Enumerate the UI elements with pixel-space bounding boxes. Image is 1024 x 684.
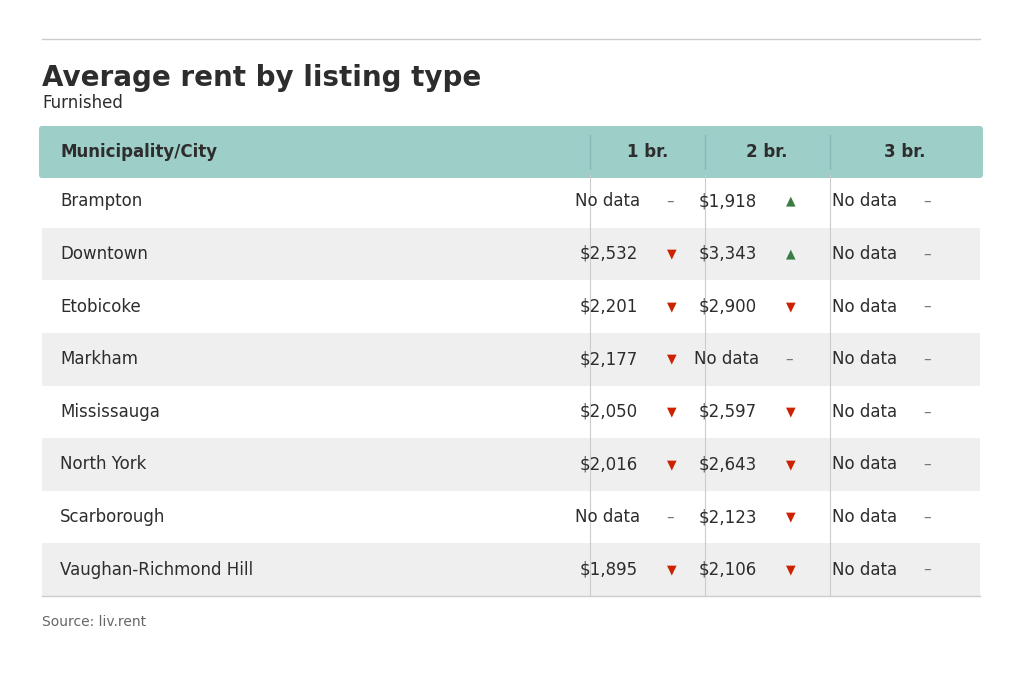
Bar bbox=[42, 543, 980, 596]
Text: No data: No data bbox=[831, 192, 897, 210]
Text: ▼: ▼ bbox=[668, 353, 677, 366]
Text: No data: No data bbox=[694, 350, 759, 368]
Text: ▼: ▼ bbox=[786, 510, 796, 523]
Bar bbox=[42, 175, 980, 228]
Text: $2,643: $2,643 bbox=[698, 456, 757, 473]
Bar bbox=[42, 228, 980, 280]
Text: Scarborough: Scarborough bbox=[60, 508, 165, 526]
Text: North York: North York bbox=[60, 456, 146, 473]
Text: 3 br.: 3 br. bbox=[885, 143, 926, 161]
Text: ▲: ▲ bbox=[786, 195, 796, 208]
Text: ▲: ▲ bbox=[786, 248, 796, 261]
Text: $2,532: $2,532 bbox=[580, 245, 638, 263]
Text: ▼: ▼ bbox=[668, 248, 677, 261]
Text: $2,106: $2,106 bbox=[698, 561, 757, 579]
Text: $2,900: $2,900 bbox=[698, 298, 757, 315]
Text: $2,597: $2,597 bbox=[698, 403, 757, 421]
Text: Furnished: Furnished bbox=[42, 94, 123, 112]
Text: ▼: ▼ bbox=[786, 406, 796, 419]
Bar bbox=[42, 490, 980, 543]
Text: 1 br.: 1 br. bbox=[628, 143, 669, 161]
Text: –: – bbox=[924, 194, 931, 209]
Text: $2,123: $2,123 bbox=[698, 508, 757, 526]
Text: $1,918: $1,918 bbox=[698, 192, 757, 210]
Text: $3,343: $3,343 bbox=[698, 245, 757, 263]
Text: ▼: ▼ bbox=[668, 563, 677, 576]
Bar bbox=[42, 280, 980, 333]
Text: ▼: ▼ bbox=[786, 458, 796, 471]
Text: No data: No data bbox=[831, 403, 897, 421]
Text: ▼: ▼ bbox=[786, 563, 796, 576]
Text: No data: No data bbox=[831, 298, 897, 315]
Text: No data: No data bbox=[831, 561, 897, 579]
Text: –: – bbox=[667, 194, 674, 209]
Text: $2,177: $2,177 bbox=[580, 350, 638, 368]
Text: $2,050: $2,050 bbox=[580, 403, 638, 421]
Text: No data: No data bbox=[831, 456, 897, 473]
Text: –: – bbox=[667, 510, 674, 525]
Text: No data: No data bbox=[574, 508, 640, 526]
Text: –: – bbox=[924, 352, 931, 367]
Text: Municipality/City: Municipality/City bbox=[60, 143, 217, 161]
Text: 2 br.: 2 br. bbox=[746, 143, 787, 161]
Text: Vaughan-Richmond Hill: Vaughan-Richmond Hill bbox=[60, 561, 253, 579]
Text: $1,895: $1,895 bbox=[580, 561, 638, 579]
Text: Mississauga: Mississauga bbox=[60, 403, 160, 421]
Text: Brampton: Brampton bbox=[60, 192, 142, 210]
Bar bbox=[42, 386, 980, 438]
Text: No data: No data bbox=[831, 350, 897, 368]
Text: $2,201: $2,201 bbox=[580, 298, 638, 315]
Text: $2,016: $2,016 bbox=[580, 456, 638, 473]
Text: Downtown: Downtown bbox=[60, 245, 147, 263]
Text: No data: No data bbox=[831, 508, 897, 526]
Bar bbox=[42, 333, 980, 386]
Text: –: – bbox=[924, 510, 931, 525]
FancyBboxPatch shape bbox=[39, 126, 983, 178]
Text: ▼: ▼ bbox=[668, 458, 677, 471]
Text: No data: No data bbox=[574, 192, 640, 210]
Bar bbox=[42, 438, 980, 490]
Text: –: – bbox=[924, 404, 931, 419]
Text: ▼: ▼ bbox=[786, 300, 796, 313]
Text: No data: No data bbox=[831, 245, 897, 263]
Text: Markham: Markham bbox=[60, 350, 138, 368]
Text: ▼: ▼ bbox=[668, 300, 677, 313]
Text: –: – bbox=[924, 246, 931, 261]
Text: –: – bbox=[924, 457, 931, 472]
Text: –: – bbox=[785, 352, 793, 367]
Text: –: – bbox=[924, 299, 931, 314]
Text: –: – bbox=[924, 562, 931, 577]
Text: Source: liv.rent: Source: liv.rent bbox=[42, 615, 146, 629]
Text: Average rent by listing type: Average rent by listing type bbox=[42, 64, 481, 92]
Text: ▼: ▼ bbox=[668, 406, 677, 419]
Text: Etobicoke: Etobicoke bbox=[60, 298, 140, 315]
